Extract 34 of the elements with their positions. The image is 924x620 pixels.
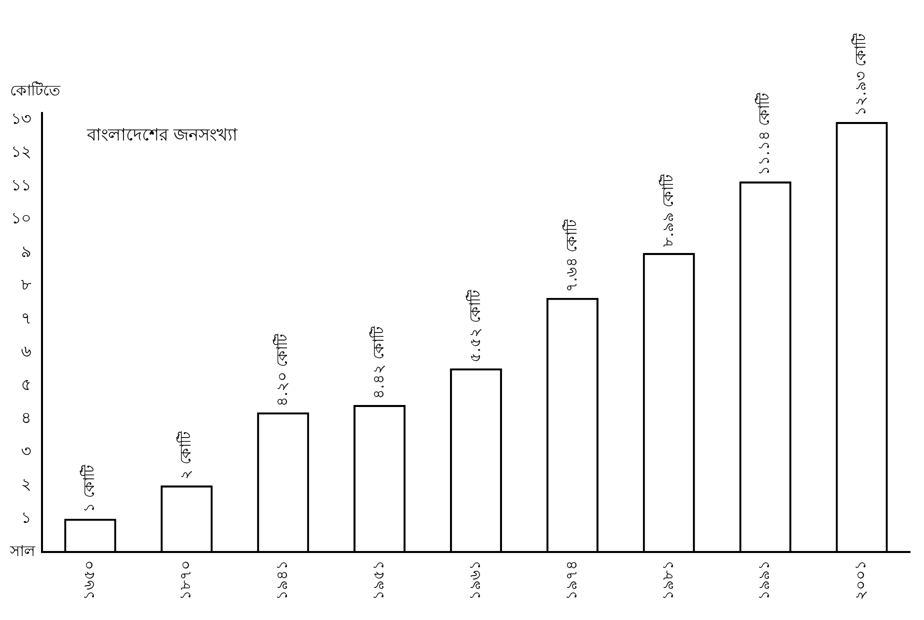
data-label: ২ কোটি [176, 430, 195, 480]
x-tick-label: ১৯৯১ [755, 560, 774, 600]
data-label: ৮.৯৯ কোটি [658, 173, 677, 248]
y-tick-label: ২ [21, 474, 31, 494]
data-label: ৭.৬৪ কোটি [562, 218, 580, 292]
x-tick-label: ১৬৫০ [80, 560, 98, 600]
y-tick-label: ৩ [21, 441, 31, 460]
x-tick-label: ১৮৭০ [176, 560, 195, 600]
x-tick-label: ১৯৭৪ [562, 560, 580, 600]
data-label: ১ কোটি [80, 464, 98, 513]
y-tick-label: ৮ [21, 275, 32, 294]
y-tick-label: ১০ [11, 208, 31, 228]
x-tick-label: ২০০১ [852, 560, 870, 600]
x-axis-title: সাল [9, 542, 36, 560]
x-tick-label: ১৯৪১ [273, 560, 291, 600]
data-label: ১১.১৪ কোটি [755, 92, 774, 176]
data-label: ৪.৪২ কোটি [369, 325, 388, 399]
text: বাংলাদেশের জনসংখ্যা [86, 126, 238, 146]
y-tick-label: ৯ [21, 242, 31, 261]
x-tick-label: ১৯৮১ [658, 560, 677, 600]
x-tick-label: ১৯৫১ [369, 560, 388, 600]
data-label: ৫.৫২ কোটি [466, 288, 484, 362]
y-tick-label: ১১ [11, 175, 31, 194]
data-label: ৪.২০ কোটি [273, 332, 291, 406]
y-tick-label: ১৩ [11, 108, 31, 128]
x-tick-label: ১৯৬১ [466, 560, 484, 600]
y-tick-label: ৬ [21, 342, 31, 361]
y-axis-title: কোটিতে [10, 81, 61, 100]
data-label: ১২.৯৩ কোটি [852, 32, 870, 116]
y-tick-label: ৭ [21, 308, 31, 328]
y-tick-label: ১২ [11, 142, 31, 162]
y-tick-label: ১ [21, 508, 31, 527]
y-tick-label: ৫ [21, 374, 31, 394]
y-tick-label: ৪ [21, 408, 31, 428]
